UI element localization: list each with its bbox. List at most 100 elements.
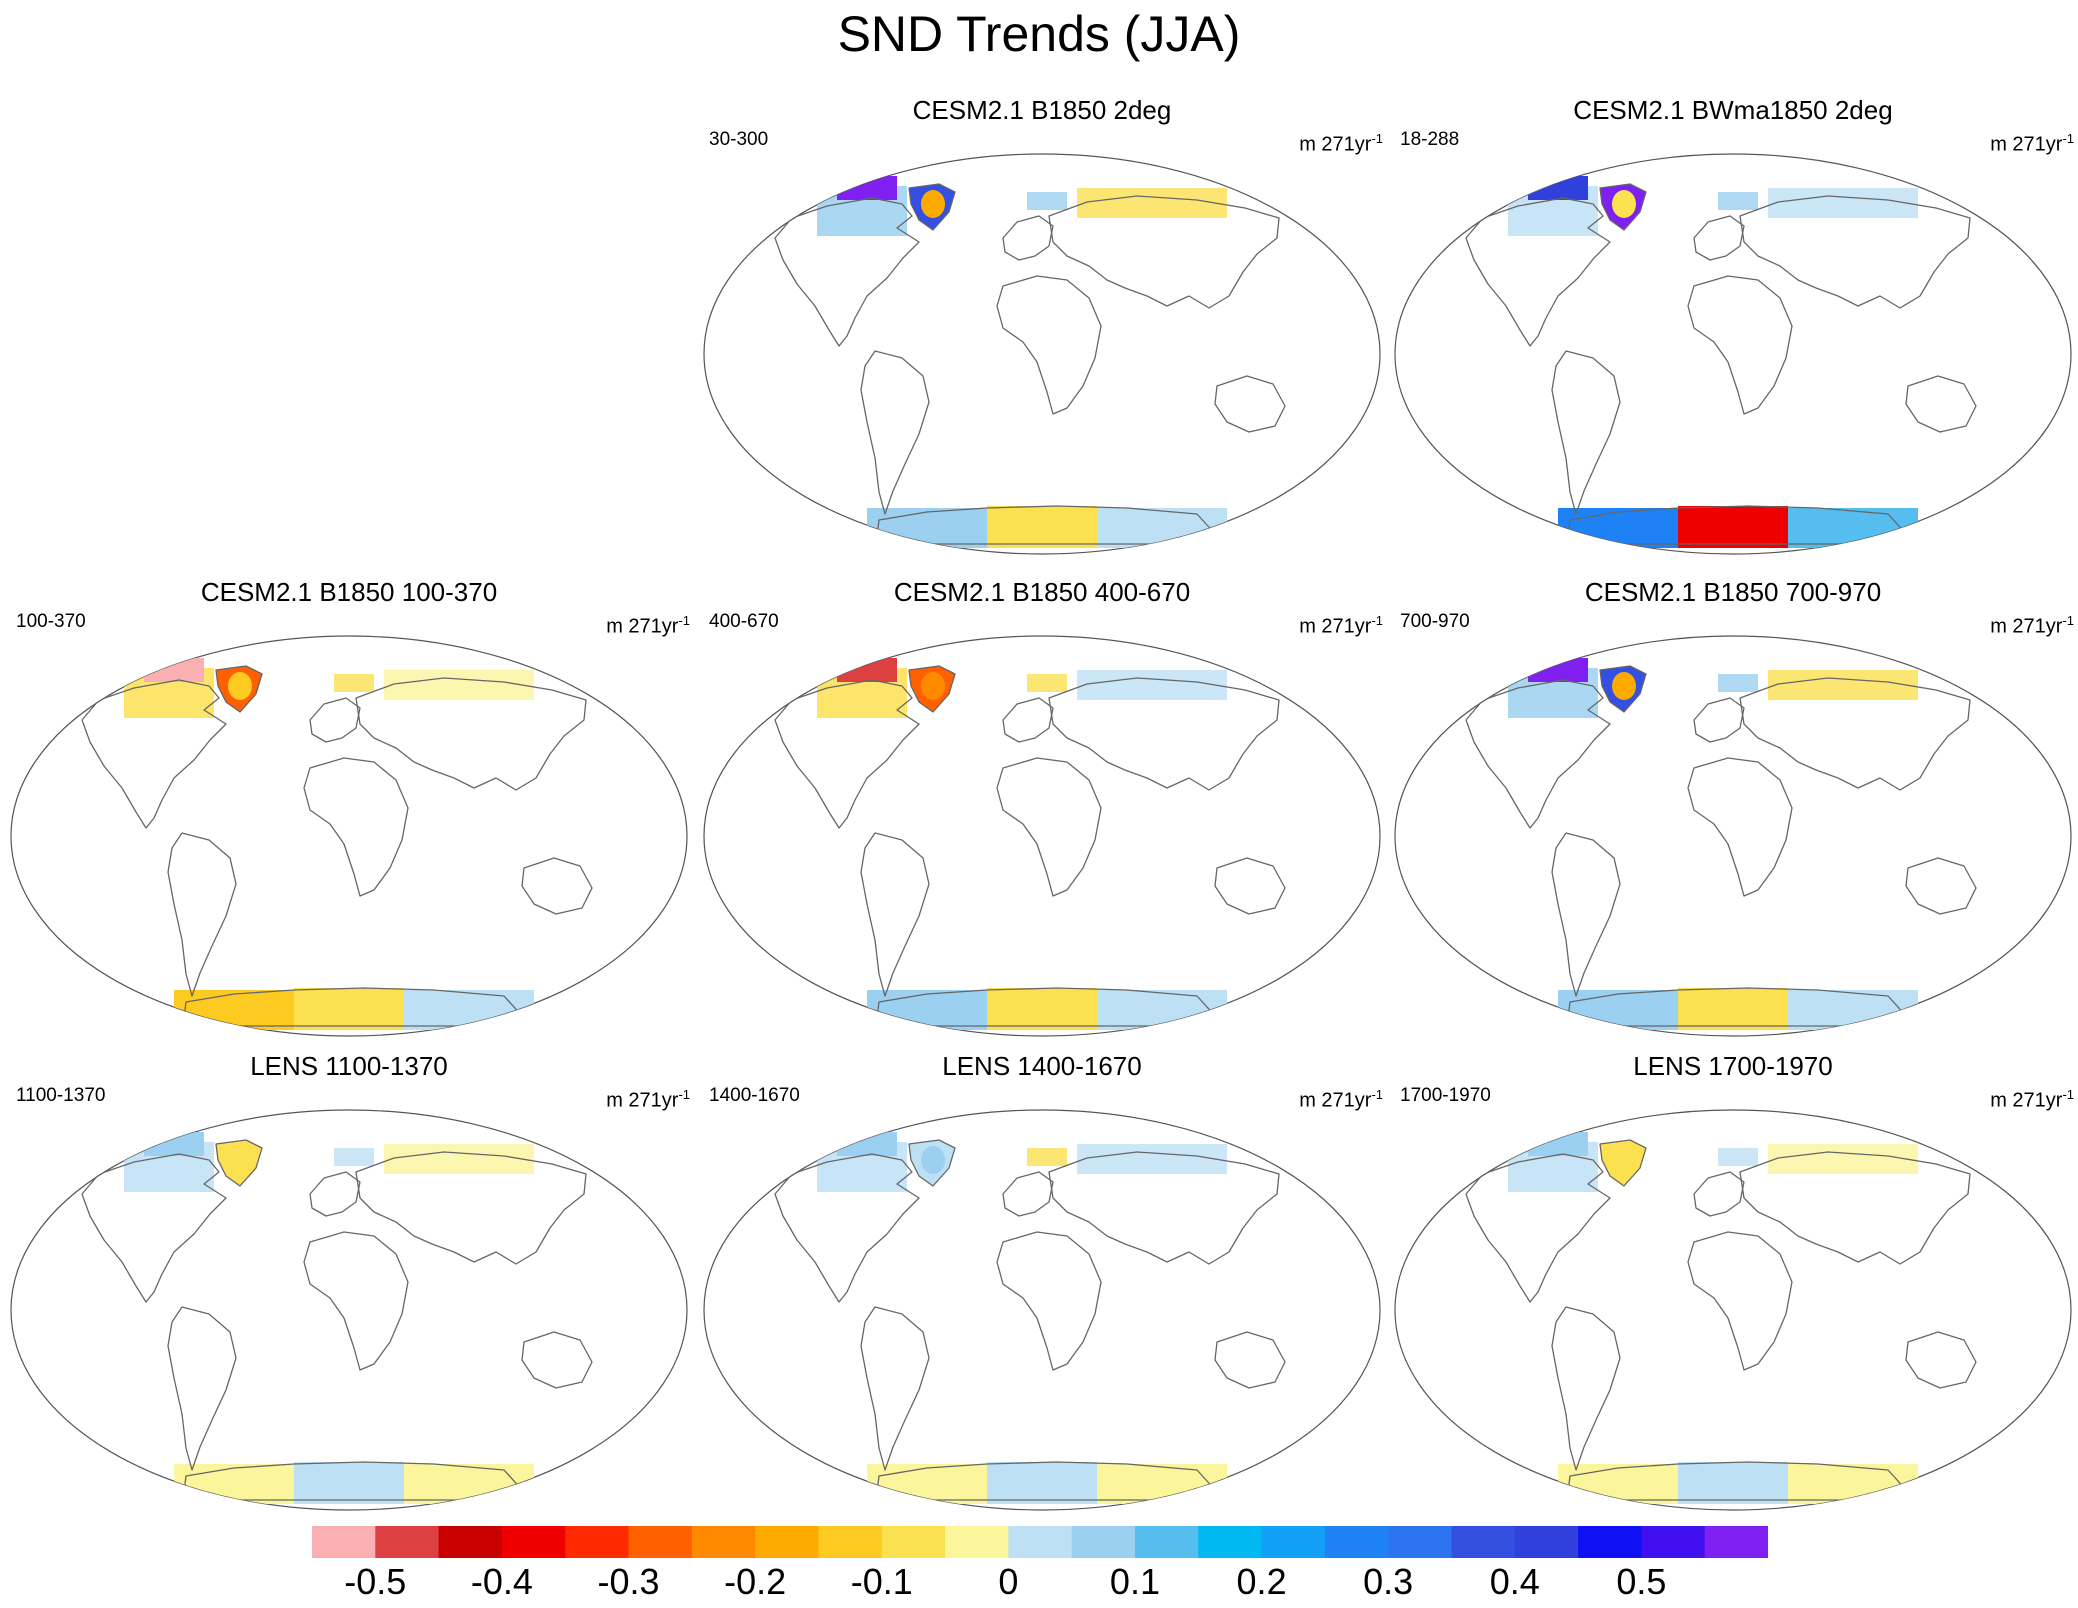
greenland-coastline: [215, 1139, 263, 1187]
shade-siberia: [1768, 188, 1918, 218]
shade-greenland-inner: [921, 672, 945, 700]
panel-units-label: m 271yr-1: [1299, 608, 1383, 640]
panel-units-text: m 271yr: [1299, 1089, 1372, 1112]
panel-cesm-bwma1850-2deg: CESM2.1 BWma1850 2deg 18-288 m 271yr-1: [1388, 94, 2078, 564]
panel-period-label: 1700-1970: [1400, 1085, 1491, 1106]
colorbar-box: [1134, 1526, 1199, 1558]
panel-units-label: m 271yr-1: [606, 608, 690, 640]
africa-coastline: [996, 275, 1102, 415]
colorbar-box: [438, 1526, 503, 1558]
shade-antarctica-central: [987, 506, 1097, 548]
world-map: [1394, 153, 2072, 555]
north-america-coastline: [1465, 1153, 1611, 1303]
colorbar-box: [691, 1526, 756, 1558]
north-america-coastline: [774, 679, 920, 829]
shade-antarctica-central: [294, 1462, 404, 1504]
shade-antarctica-east: [1097, 508, 1227, 548]
shade-scandinavia: [1027, 1148, 1067, 1166]
north-america-coastline: [81, 1153, 227, 1303]
shade-antarctica-east: [1788, 1464, 1918, 1504]
colorbar-tick-label: -0.2: [724, 1561, 787, 1602]
asia-coastline: [1739, 677, 1971, 791]
colorbar-box: [1514, 1526, 1579, 1558]
europe-coastline: [1002, 215, 1054, 261]
world-map: [703, 153, 1381, 555]
shade-siberia: [384, 1144, 534, 1174]
panel-cesm-b1850-700-970: CESM2.1 B1850 700-970 700-970 m 271yr-1: [1388, 576, 2078, 1046]
panel-units-label: m 271yr-1: [606, 1082, 690, 1114]
europe-coastline: [309, 697, 361, 743]
panel-units-text: m 271yr: [1299, 133, 1372, 156]
colorbar-tick-label: 0.2: [1236, 1561, 1287, 1602]
shade-siberia: [384, 670, 534, 700]
colorbar-tick-label: -0.5: [344, 1561, 407, 1602]
world-map: [1394, 635, 2072, 1037]
map-boundary: [10, 635, 688, 1037]
shade-greenland-inner: [921, 1146, 945, 1174]
panel-title: LENS 1700-1970: [1633, 1051, 1833, 1081]
greenland-coastline: [1599, 183, 1647, 231]
colorbar-box: [1071, 1526, 1136, 1558]
shade-antarctica-central: [1678, 988, 1788, 1030]
africa-coastline: [1687, 1231, 1793, 1371]
panel-units-label: m 271yr-1: [1299, 126, 1383, 158]
panel-cesm-b1850-2deg: CESM2.1 B1850 2deg 30-300 m 271yr-1: [697, 94, 1387, 564]
north-america-coastline: [81, 679, 227, 829]
europe-coastline: [1002, 697, 1054, 743]
shade-siberia: [1077, 1144, 1227, 1174]
australia-coastline: [521, 857, 593, 915]
panel-cesm-b1850-100-370: CESM2.1 B1850 100-370 100-370 m 271yr-1: [4, 576, 694, 1046]
colorbar-tick-label: -0.1: [850, 1561, 913, 1602]
colorbar-labels: -0.5 -0.4 -0.3 -0.2 -0.1 0 0.1 0.2 0.3 0.4 0.5: [312, 1560, 1768, 1608]
colorbar-tick-label: -0.3: [597, 1561, 660, 1602]
asia-coastline: [355, 677, 587, 791]
shade-antarctica-east: [1097, 1464, 1227, 1504]
panel-title: CESM2.1 B1850 400-670: [893, 577, 1191, 607]
map-boundary: [1394, 1109, 2072, 1511]
panel-units-exponent: -1: [2062, 131, 2074, 146]
colorbar-box: [1451, 1526, 1516, 1558]
figure-title: SND Trends (JJA): [837, 6, 1241, 62]
map-boundary: [703, 1109, 1381, 1511]
shade-antarctica-central: [294, 988, 404, 1030]
panel-period-label: 30-300: [709, 129, 769, 150]
shade-arctic-archipelago: [1528, 658, 1588, 682]
greenland-coastline: [908, 1139, 956, 1187]
australia-coastline: [1905, 375, 1977, 433]
shade-scandinavia: [334, 674, 374, 692]
colorbar-box: [755, 1526, 819, 1558]
panel-units-label: m 271yr-1: [1299, 1082, 1383, 1114]
shade-arctic-archipelago: [837, 658, 897, 682]
shade-antarctica-east: [404, 990, 534, 1030]
australia-coastline: [1214, 857, 1286, 915]
south-america-coastline: [167, 1306, 237, 1471]
shade-siberia: [1077, 670, 1227, 700]
colorbar-tick-label: 0.3: [1363, 1561, 1414, 1602]
panel-title: CESM2.1 B1850 100-370: [200, 577, 498, 607]
panel-period-label: 100-370: [16, 611, 86, 632]
panel-units-text: m 271yr: [1990, 133, 2063, 156]
panel-units-label: m 271yr-1: [1990, 608, 2074, 640]
panel-units-exponent: -1: [1371, 613, 1383, 628]
asia-coastline: [1739, 195, 1971, 309]
panel-units-exponent: -1: [2062, 613, 2074, 628]
panel-title: CESM2.1 B1850 700-970: [1584, 577, 1882, 607]
africa-coastline: [1687, 757, 1793, 897]
colorbar-box: [945, 1526, 1009, 1558]
colorbar-box: [375, 1526, 440, 1558]
panel-cesm-b1850-400-670: CESM2.1 B1850 400-670 400-670 m 271yr-1: [697, 576, 1387, 1046]
panel-units-label: m 271yr-1: [1990, 126, 2074, 158]
shade-siberia: [1077, 188, 1227, 218]
colorbar-box: [1388, 1526, 1452, 1558]
world-map: [1394, 1109, 2072, 1511]
europe-coastline: [1693, 697, 1745, 743]
australia-coastline: [1214, 375, 1286, 433]
australia-coastline: [1905, 1331, 1977, 1389]
world-map: [703, 635, 1381, 1037]
south-america-coastline: [860, 350, 930, 515]
shade-antarctica-central: [987, 1462, 1097, 1504]
shade-scandinavia: [1718, 1148, 1758, 1166]
greenland-coastline: [908, 665, 956, 713]
panel-units-text: m 271yr: [606, 1089, 679, 1112]
shade-greenland-inner: [1612, 672, 1636, 700]
